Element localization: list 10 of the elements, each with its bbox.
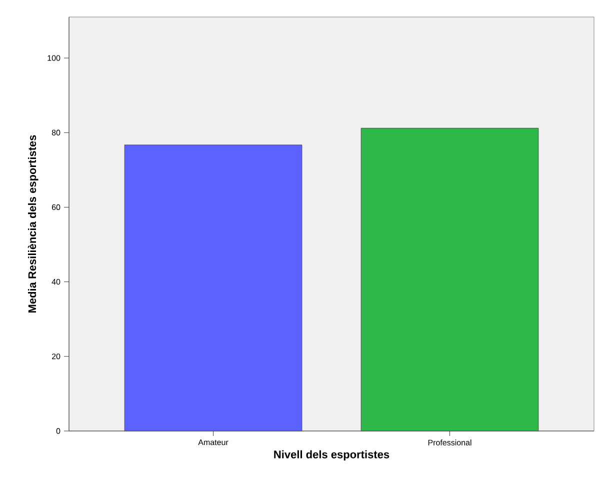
x-tick-label: Professional (428, 440, 472, 446)
x-tick-label: Amateur (198, 440, 228, 446)
y-tick-label: 40 (52, 278, 60, 285)
y-tick-label: 60 (52, 204, 60, 210)
y-tick-label: 0 (56, 428, 60, 434)
y-axis-title: Media Resiliència dels esportistes (28, 135, 38, 313)
y-tick-label: 100 (48, 55, 60, 61)
y-tick-label: 80 (52, 130, 60, 136)
y-tick-label: 20 (52, 354, 60, 360)
x-axis-title: Nivell dels esportistes (274, 450, 390, 461)
